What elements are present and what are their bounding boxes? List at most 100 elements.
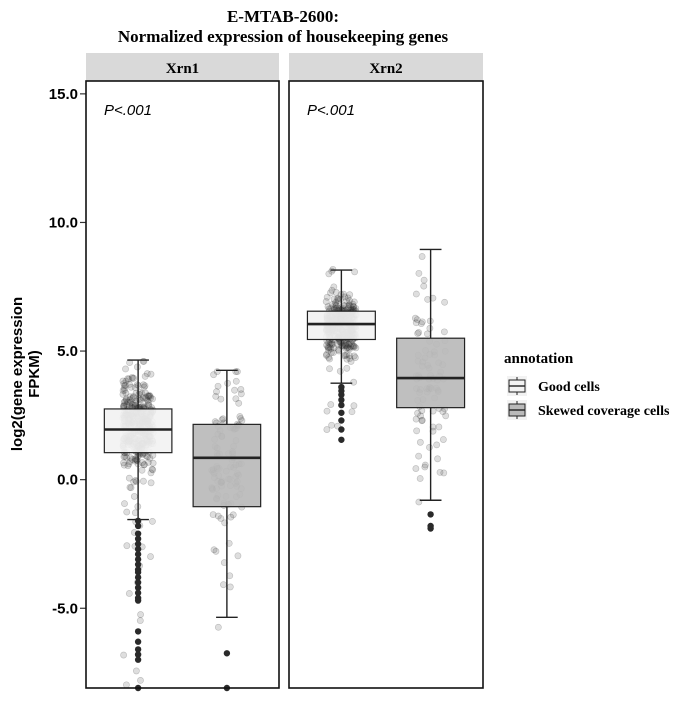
jitter-point xyxy=(214,512,222,520)
jitter-point xyxy=(323,341,331,349)
jitter-point xyxy=(418,318,426,326)
jitter-point xyxy=(234,552,242,560)
jitter-point xyxy=(417,412,424,420)
outlier-point-good-cells xyxy=(134,517,142,525)
y-tick-label: 5.0 xyxy=(57,343,78,360)
jitter-point xyxy=(330,283,338,291)
jitter-point xyxy=(119,387,127,394)
jitter-point xyxy=(141,382,149,390)
y-tick-label: -5.0 xyxy=(52,600,78,617)
jitter-point xyxy=(232,395,240,403)
jitter-point xyxy=(347,303,355,311)
jitter-point xyxy=(121,500,128,508)
box-skewed-cells xyxy=(396,337,466,409)
outlier-point-good-cells xyxy=(134,545,142,553)
jitter-point xyxy=(147,479,155,487)
outlier-point-good-cells xyxy=(134,569,142,576)
facet-strip-xrn1 xyxy=(86,53,279,81)
jitter-point xyxy=(323,407,331,415)
p-value-annotation: P<.001 xyxy=(104,102,152,119)
jitter-point xyxy=(350,298,358,306)
jitter-point xyxy=(145,398,152,406)
panel-border xyxy=(85,80,280,689)
jitter-point xyxy=(128,401,136,408)
p-value-annotation: P<.001 xyxy=(307,102,355,119)
jitter-point xyxy=(434,455,441,463)
jitter-point xyxy=(217,395,225,403)
jitter-point xyxy=(125,398,132,406)
jitter-point xyxy=(121,397,129,405)
outlier-point-good-cells xyxy=(134,638,142,645)
outlier-point-good-cells xyxy=(134,646,142,653)
y-axis-label-line2: FPKM) xyxy=(26,350,43,398)
jitter-point xyxy=(416,475,424,482)
outlier-point-good-cells xyxy=(134,579,142,586)
jitter-point xyxy=(325,270,333,278)
jitter-point xyxy=(213,368,221,376)
jitter-point xyxy=(343,297,351,305)
jitter-point xyxy=(123,454,131,461)
jitter-point xyxy=(330,344,338,352)
panel-background xyxy=(86,81,279,688)
outlier-point-good-cells xyxy=(134,540,142,548)
jitter-point xyxy=(332,289,340,296)
jitter-point xyxy=(147,469,155,477)
jitter-point xyxy=(350,342,357,350)
jitter-point xyxy=(326,365,333,373)
jitter-point xyxy=(411,314,419,322)
jitter-point xyxy=(119,391,127,398)
jitter-point xyxy=(127,484,135,492)
jitter-point xyxy=(120,384,128,392)
jitter-point xyxy=(345,301,353,309)
jitter-point xyxy=(131,384,139,392)
legend-entry-label: Good cells xyxy=(538,380,600,395)
jitter-point xyxy=(350,303,357,310)
jitter-point xyxy=(121,382,129,389)
jitter-point xyxy=(345,303,353,310)
jitter-point xyxy=(324,303,332,310)
jitter-point xyxy=(124,462,132,470)
jitter-point xyxy=(144,401,152,409)
jitter-point xyxy=(236,413,244,420)
outlier-point-good-cells xyxy=(134,597,142,604)
jitter-point xyxy=(231,386,238,394)
jitter-point xyxy=(125,590,133,597)
legend: annotation Good cells Skewed coverage cel… xyxy=(504,351,670,420)
jitter-point xyxy=(120,453,128,461)
jitter-point xyxy=(344,341,352,348)
jitter-point xyxy=(214,382,222,390)
jitter-point xyxy=(343,351,351,359)
jitter-point xyxy=(144,392,152,400)
jitter-point xyxy=(224,379,232,387)
jitter-point xyxy=(119,377,127,385)
jitter-point xyxy=(130,493,138,500)
jitter-point xyxy=(128,456,136,463)
jitter-point xyxy=(325,344,333,352)
jitter-point xyxy=(132,455,140,462)
y-tick-label: 10.0 xyxy=(49,214,78,231)
jitter-point xyxy=(147,394,155,402)
jitter-point xyxy=(332,298,340,306)
jitter-point xyxy=(426,443,433,451)
jitter-point xyxy=(439,408,447,416)
jitter-point xyxy=(126,458,134,465)
jitter-point xyxy=(351,268,359,276)
outlier-point-good-cells xyxy=(134,584,142,591)
jitter-point xyxy=(328,340,336,348)
jitter-point xyxy=(349,343,357,351)
jitter-point xyxy=(126,380,133,388)
jitter-point xyxy=(347,340,355,348)
jitter-point xyxy=(326,340,334,348)
jitter-point xyxy=(343,342,351,350)
jitter-point xyxy=(225,539,233,547)
jitter-point xyxy=(143,370,151,378)
outlier-point-good-cells xyxy=(338,417,345,424)
jitter-point xyxy=(337,295,344,303)
jitter-point xyxy=(123,542,131,550)
jitter-point xyxy=(421,461,429,469)
jitter-point xyxy=(143,395,150,403)
jitter-point xyxy=(130,401,138,409)
outlier-point-good-cells xyxy=(134,556,142,563)
jitter-point xyxy=(328,301,336,308)
